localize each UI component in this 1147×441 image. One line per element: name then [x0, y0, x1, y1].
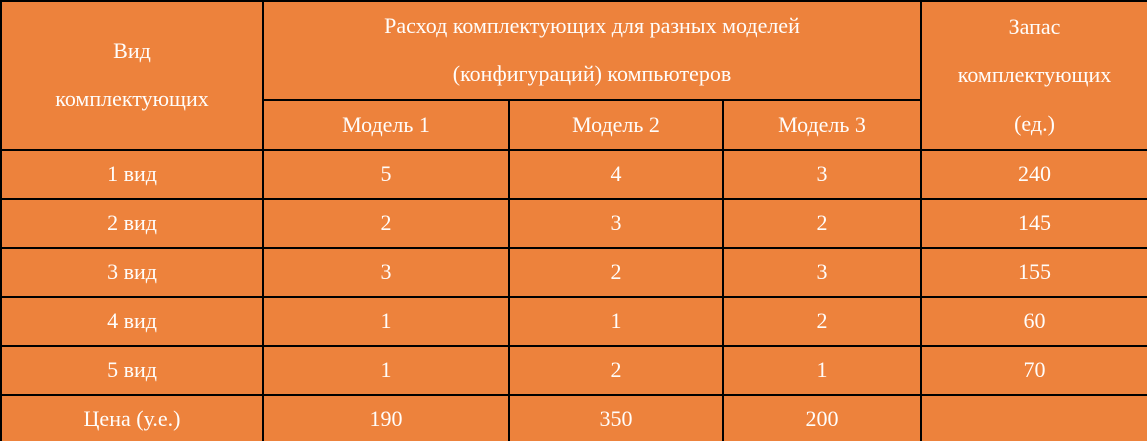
header-component-type-label: Вид комплектующих: [55, 38, 209, 112]
cell-stock: 145: [920, 197, 1147, 249]
table-row-kind-3: 3 вид 3 2 3 155: [0, 246, 1147, 298]
cell-model-2: 4: [508, 148, 724, 200]
header-component-type: Вид комплектующих: [0, 0, 264, 151]
table-row-kind-4: 4 вид 1 1 2 60: [0, 295, 1147, 347]
header-stock-label: Запас комплектующих (ед.): [957, 13, 1112, 136]
row-label: 3 вид: [0, 246, 264, 298]
cell-stock: 60: [920, 295, 1147, 347]
cell-model-1: 190: [262, 393, 510, 441]
header-row-models: Модель 1 Модель 2 Модель 3: [1, 98, 1147, 151]
cell-model-3: 1: [721, 344, 923, 396]
table-row-price: Цена (у.е.) 190 350 200: [0, 393, 1147, 441]
cell-model-1: 3: [262, 246, 510, 298]
header-row-top: Вид комплектующих Расход комплектующих д…: [0, 0, 1147, 151]
header-usage-label: Расход комплектующих для разных моделей …: [384, 13, 800, 87]
table-row-kind-5: 5 вид 1 2 1 70: [0, 344, 1147, 396]
header-model-2: Модель 2: [508, 98, 724, 151]
cell-model-2: 2: [508, 344, 724, 396]
row-label: Цена (у.е.): [0, 393, 264, 441]
row-label: 5 вид: [0, 344, 264, 396]
table-row-kind-1: 1 вид 5 4 3 240: [0, 148, 1147, 200]
cell-model-3: 2: [721, 295, 923, 347]
cell-model-1: 2: [262, 197, 510, 249]
header-stock: Запас комплектующих (ед.): [920, 0, 1147, 151]
row-label: 4 вид: [0, 295, 264, 347]
cell-model-3: 200: [721, 393, 923, 441]
cell-model-2: 3: [508, 197, 724, 249]
cell-model-2: 1: [508, 295, 724, 347]
cell-model-1: 1: [262, 295, 510, 347]
cell-model-3: 2: [721, 197, 923, 249]
header-model-3: Модель 3: [721, 98, 923, 151]
cell-model-2: 2: [508, 246, 724, 298]
cell-model-2: 350: [508, 393, 724, 441]
cell-stock-empty: [920, 393, 1147, 441]
cell-model-3: 3: [721, 148, 923, 200]
cell-stock: 240: [920, 148, 1147, 200]
cell-stock: 155: [920, 246, 1147, 298]
header-usage: Расход комплектующих для разных моделей …: [261, 0, 923, 101]
cell-stock: 70: [920, 344, 1147, 396]
row-label: 1 вид: [0, 148, 264, 200]
cell-model-1: 5: [262, 148, 510, 200]
cell-model-3: 3: [721, 246, 923, 298]
row-label: 2 вид: [0, 197, 264, 249]
cell-model-1: 1: [262, 344, 510, 396]
table-row-kind-2: 2 вид 2 3 2 145: [0, 197, 1147, 249]
header-model-1: Модель 1: [262, 98, 510, 151]
